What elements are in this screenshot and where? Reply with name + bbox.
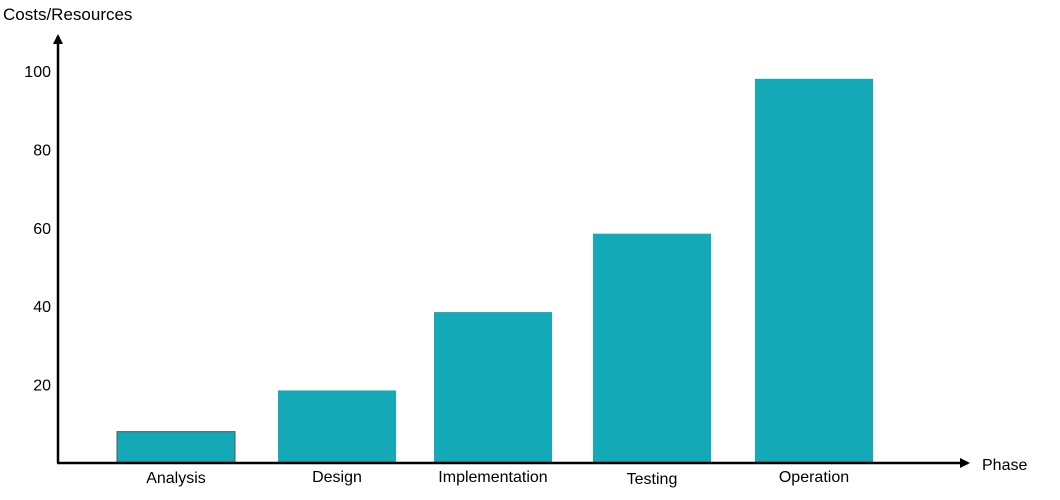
bars-layer xyxy=(116,78,873,464)
y-tick-label: 40 xyxy=(33,299,51,316)
x-category-label: Testing xyxy=(627,471,678,488)
y-tick-label: 80 xyxy=(33,142,51,159)
y-tick-label: 20 xyxy=(33,378,51,395)
x-category-label: Operation xyxy=(779,469,849,486)
y-tick-label: 60 xyxy=(33,221,51,238)
x-category-label: Analysis xyxy=(146,470,206,487)
bar-implementation xyxy=(434,312,552,463)
y-axis-title: Costs/Resources xyxy=(3,5,132,24)
x-categories-layer: Analysis Design Implementation Testing Opera… xyxy=(146,469,849,488)
x-axis-title: Phase xyxy=(982,457,1027,474)
bar-testing xyxy=(593,233,711,463)
bar-design xyxy=(278,390,396,463)
y-tick-label: 100 xyxy=(24,64,51,81)
x-category-label: Design xyxy=(312,469,362,486)
y-ticks-layer: 20 40 60 80 100 xyxy=(24,64,51,395)
x-category-label: Implementation xyxy=(438,469,547,486)
bar-operation xyxy=(755,78,873,463)
bar-analysis xyxy=(116,431,236,464)
